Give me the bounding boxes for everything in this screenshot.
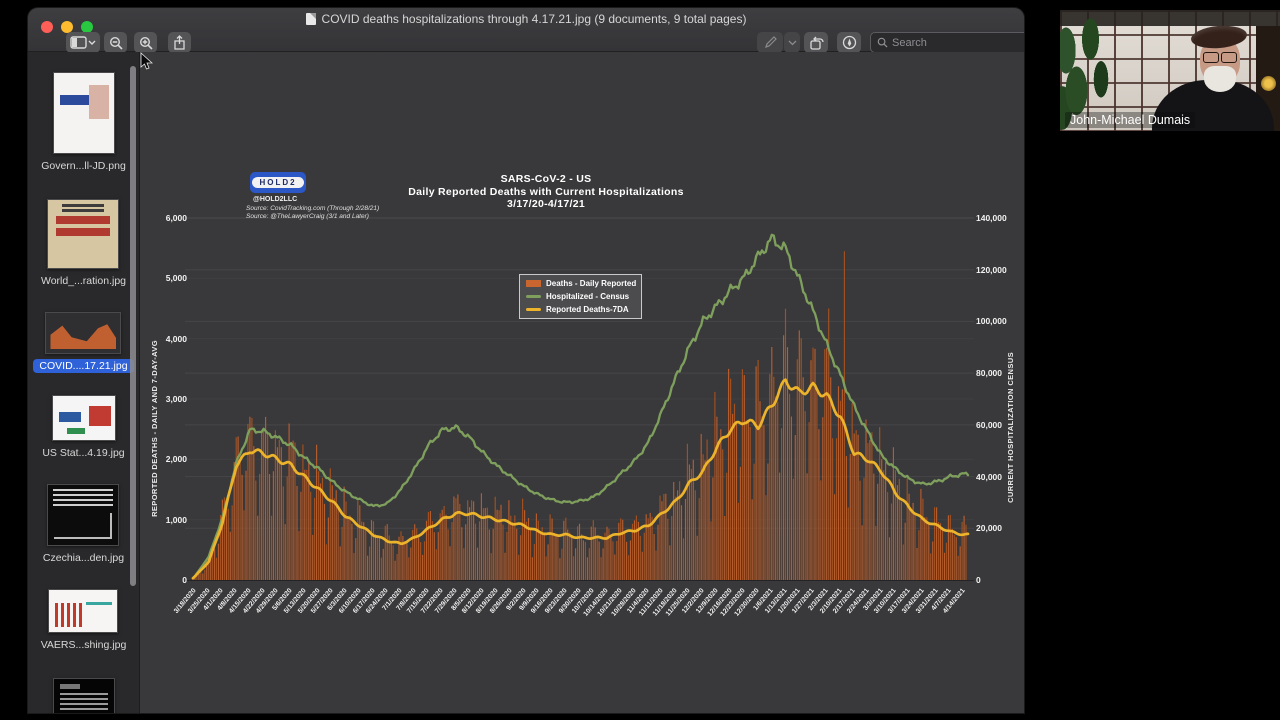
lamp	[1261, 76, 1276, 91]
share-button[interactable]	[168, 32, 191, 53]
plant	[1060, 16, 1122, 131]
source-line-2: Source: @TheLawyerCraig (3/1 and Later)	[246, 213, 369, 220]
preview-window: COVID deaths hospitalizations through 4.…	[28, 8, 1024, 713]
speaker-beard	[1204, 66, 1236, 92]
rotate-button[interactable]	[804, 32, 828, 53]
sidebar-item[interactable]: COVID....17.21.jpg	[33, 312, 134, 373]
share-icon	[174, 35, 185, 50]
speaker-name-label: John-Michael Dumais	[1065, 112, 1196, 128]
covid-chart-plot	[185, 217, 974, 581]
sidebar-item[interactable]: US Stat...4.19.jpg	[36, 395, 130, 460]
legend-row: Reported Deaths-7DA	[526, 305, 635, 314]
sidebar-scrollbar[interactable]	[130, 66, 136, 586]
zoom-out-icon	[109, 36, 123, 50]
markup-pen-circle-icon	[842, 35, 856, 50]
chart-title-line1: SARS-CoV-2 - US	[500, 173, 592, 185]
markup-pencil-button[interactable]	[757, 32, 783, 53]
document-icon	[305, 13, 316, 25]
thumbnail-chartlight[interactable]	[51, 395, 116, 441]
left-axis-tick: 2,000	[165, 454, 187, 465]
markup-dropdown-button[interactable]	[784, 32, 800, 53]
thumbnail-sidebar: Govern...ll-JD.png World_...ration.jpg COV…	[28, 52, 140, 713]
right-axis-tick: 80,000	[976, 368, 1002, 379]
thumbnail-label: COVID....17.21.jpg	[33, 359, 134, 373]
hold2-logo-text: HOLD2	[252, 177, 304, 188]
right-axis-tick: 40,000	[976, 471, 1002, 482]
close-window-button[interactable]	[41, 21, 53, 33]
window-title-row: COVID deaths hospitalizations through 4.…	[28, 12, 1024, 26]
legend-swatch	[526, 308, 541, 311]
speaker-glasses	[1202, 52, 1238, 63]
thumbnail-label: VAERS...shing.jpg	[40, 639, 127, 651]
thumbnail-label: Govern...ll-JD.png	[41, 160, 126, 172]
markup-toolbar-button[interactable]	[837, 32, 861, 53]
left-axis-tick: 5,000	[165, 273, 187, 284]
thumbnail-poster[interactable]	[47, 199, 120, 269]
left-axis-tick: 0	[182, 575, 187, 585]
right-axis-tick: 120,000	[976, 264, 1007, 275]
legend-label: Deaths - Daily Reported	[546, 279, 637, 288]
thumbnail-chartdark[interactable]	[45, 312, 122, 354]
source-line-1: Source: CovidTracking.com (Through 2/28/…	[246, 205, 380, 212]
legend-row: Deaths - Daily Reported	[526, 279, 637, 288]
search-icon	[877, 37, 888, 48]
legend-swatch	[526, 280, 541, 287]
left-axis-title: REPORTED DEATHS - DAILY AND 7-DAY-AVG	[150, 340, 159, 517]
webcam-video: John-Michael Dumais	[1060, 10, 1280, 131]
sidebar-item[interactable]: Govern...ll-JD.png	[35, 72, 132, 173]
legend-swatch	[526, 295, 541, 298]
sidebar-toggle-button[interactable]	[66, 32, 100, 53]
left-axis-tick: 3,000	[165, 394, 187, 404]
left-axis-tick: 4,000	[165, 333, 187, 344]
zoom-in-button[interactable]	[134, 32, 157, 53]
right-axis-tick: 100,000	[976, 316, 1007, 327]
legend-label: Hospitalized - Census	[546, 292, 630, 301]
right-axis-tick: 60,000	[976, 419, 1002, 430]
chart-title: SARS-CoV-2 - US Daily Reported Deaths wi…	[396, 173, 696, 211]
chart-legend: Deaths - Daily Reported Hospitalized - Ce…	[518, 273, 643, 320]
right-axis-tick: 20,000	[976, 523, 1002, 534]
thumbnail-label: Czechia...den.jpg	[42, 552, 125, 564]
right-axis-tick: 140,000	[976, 213, 1007, 223]
zoom-in-icon	[139, 36, 153, 50]
thumbnail-label: World_...ration.jpg	[40, 275, 126, 287]
thumbnail-chartlight2[interactable]	[48, 589, 119, 633]
sidebar-item[interactable]: World_...ration.jpg	[35, 199, 132, 288]
rotate-icon	[809, 36, 824, 50]
thumbnail-chartdark2[interactable]	[47, 484, 120, 546]
search-input[interactable]	[892, 36, 1024, 49]
minimize-window-button[interactable]	[61, 21, 73, 33]
hold2-logo: HOLD2	[250, 172, 306, 193]
mouse-cursor	[140, 52, 153, 70]
window-title: COVID deaths hospitalizations through 4.…	[321, 12, 747, 26]
left-axis-tick: 6,000	[165, 213, 187, 223]
right-axis-tick: 0	[976, 575, 981, 585]
thumbnail-flyer[interactable]	[52, 72, 115, 154]
left-axis-tick: 1,000	[165, 514, 187, 525]
search-field[interactable]	[870, 32, 1024, 53]
sidebar-item[interactable]: VAERS...shing.jpg	[35, 589, 133, 652]
thumbnail-list: Govern...ll-JD.png World_...ration.jpg COV…	[28, 52, 139, 713]
sidebar-item[interactable]	[52, 678, 115, 713]
zoom-window-button[interactable]	[81, 21, 93, 33]
chevron-down-icon	[788, 40, 796, 45]
legend-row: Hospitalized - Census	[526, 292, 635, 301]
thumbnail-tweet[interactable]	[52, 678, 115, 713]
logo-handle: @HOLD2LLC	[253, 196, 298, 203]
thumbnail-label: US Stat...4.19.jpg	[42, 447, 125, 459]
chart-title-line3: 3/17/20-4/17/21	[506, 198, 586, 210]
document-canvas: HOLD2 @HOLD2LLC Source: CovidTracking.co…	[140, 52, 1024, 713]
chart-title-line2: Daily Reported Deaths with Current Hospi…	[408, 185, 684, 198]
sidebar-item[interactable]: Czechia...den.jpg	[37, 484, 130, 565]
legend-label: Reported Deaths-7DA	[546, 305, 629, 314]
pencil-icon	[764, 36, 777, 48]
sidebar-icon	[70, 36, 96, 49]
title-bar[interactable]: COVID deaths hospitalizations through 4.…	[28, 8, 1024, 53]
zoom-out-button[interactable]	[104, 32, 127, 53]
